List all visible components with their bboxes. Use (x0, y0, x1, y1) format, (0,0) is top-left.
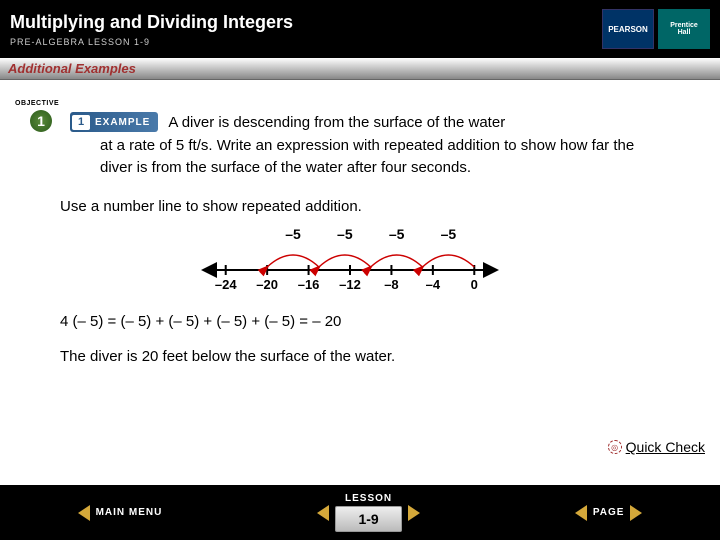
svg-text:–8: –8 (384, 277, 398, 292)
problem-rest: at a rate of 5 ft/s. Write an expression… (100, 135, 670, 180)
quick-check-link[interactable]: ◎ Quick Check (608, 439, 705, 455)
publisher-logos: PEARSON Prentice Hall (602, 9, 710, 49)
prentice-text-1: Prentice (670, 22, 698, 29)
example-number: 1 (72, 115, 90, 130)
number-line-diagram: –24 –20 –16 –12 –8 –4 0 –5 –5 –5 –5 (190, 225, 510, 295)
nav-footer: MAIN MENU LESSON 1-9 PAGE (0, 485, 720, 540)
svg-text:–5: –5 (441, 226, 457, 242)
problem-line1: A diver is descending from the surface o… (168, 112, 505, 135)
page-nav: PAGE (575, 505, 643, 521)
equation: 4 (– 5) = (– 5) + (– 5) + (– 5) + (– 5) … (60, 313, 670, 330)
section-header: Additional Examples (0, 58, 720, 80)
page-title: Multiplying and Dividing Integers (10, 12, 293, 33)
page-label: PAGE (593, 507, 625, 518)
title-bar: Multiplying and Dividing Integers PRE-AL… (0, 0, 720, 58)
svg-text:–5: –5 (389, 226, 405, 242)
answer-text: The diver is 20 feet below the surface o… (60, 348, 670, 365)
example-row: 1 EXAMPLE A diver is descending from the… (70, 112, 670, 135)
page-prev-icon[interactable] (575, 505, 587, 521)
svg-text:0: 0 (471, 277, 478, 292)
objective-label: OBJECTIVE (15, 100, 59, 107)
lesson-prev-icon[interactable] (317, 505, 329, 521)
prentice-hall-logo: Prentice Hall (658, 9, 710, 49)
lesson-label: LESSON (345, 493, 392, 504)
lesson-number: 1-9 (335, 506, 401, 532)
example-label: EXAMPLE (95, 117, 150, 128)
example-badge: 1 EXAMPLE (70, 112, 158, 132)
lesson-next-icon[interactable] (408, 505, 420, 521)
main-menu-button[interactable]: MAIN MENU (78, 505, 163, 521)
svg-text:–16: –16 (298, 277, 320, 292)
pearson-logo: PEARSON (602, 9, 654, 49)
svg-text:–4: –4 (426, 277, 441, 292)
quick-check-label: Quick Check (626, 439, 705, 455)
title-area: Multiplying and Dividing Integers PRE-AL… (10, 12, 293, 47)
svg-text:–5: –5 (337, 226, 353, 242)
instruction-step: Use a number line to show repeated addit… (60, 198, 670, 215)
svg-text:–24: –24 (215, 277, 237, 292)
slide-content: OBJECTIVE 1 1 EXAMPLE A diver is descend… (0, 80, 720, 480)
lesson-subtitle: PRE-ALGEBRA LESSON 1-9 (10, 37, 293, 47)
objective-number: 1 (30, 110, 52, 132)
svg-text:–5: –5 (285, 226, 301, 242)
page-next-icon[interactable] (630, 505, 642, 521)
target-icon: ◎ (608, 440, 622, 454)
main-menu-label: MAIN MENU (96, 507, 163, 518)
lesson-nav: LESSON 1-9 (317, 493, 419, 532)
prentice-text-2: Hall (678, 29, 691, 36)
arrow-left-icon (78, 505, 90, 521)
svg-text:–12: –12 (339, 277, 361, 292)
svg-text:–20: –20 (256, 277, 278, 292)
